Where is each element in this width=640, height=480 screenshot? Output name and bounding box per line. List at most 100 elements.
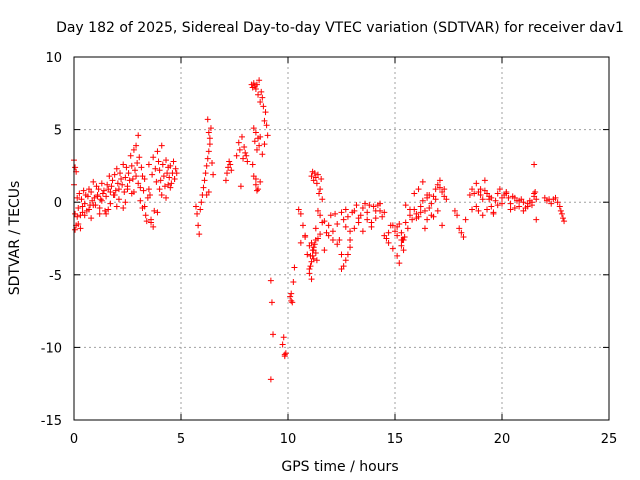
data-point <box>257 99 264 106</box>
data-point <box>158 142 165 149</box>
data-point <box>533 216 540 223</box>
data-point <box>79 209 86 216</box>
data-point <box>171 175 178 182</box>
y-tick-label: -10 <box>41 341 62 356</box>
data-point <box>366 202 373 209</box>
data-point <box>531 190 538 197</box>
data-point <box>140 187 147 194</box>
data-point <box>488 194 495 201</box>
data-point <box>439 222 446 229</box>
data-point <box>557 207 564 214</box>
data-point <box>488 203 495 210</box>
data-point <box>311 170 318 177</box>
data-point <box>255 91 262 98</box>
data-point <box>279 341 286 348</box>
data-point <box>398 242 405 249</box>
data-point <box>327 212 334 219</box>
data-point <box>136 154 143 161</box>
data-point <box>548 200 555 207</box>
data-point <box>120 205 127 212</box>
data-point <box>252 129 259 136</box>
data-point <box>103 210 110 217</box>
data-point <box>313 257 320 264</box>
data-point <box>167 162 174 169</box>
data-point <box>258 88 265 95</box>
data-point <box>507 206 514 213</box>
data-point <box>197 206 204 213</box>
data-point <box>72 164 79 171</box>
data-point <box>78 196 85 203</box>
data-point <box>96 210 103 217</box>
data-point <box>111 191 118 198</box>
data-point <box>381 209 388 216</box>
data-point <box>205 129 212 136</box>
data-point <box>351 225 358 232</box>
data-point <box>462 216 469 223</box>
data-point <box>308 173 315 180</box>
data-point <box>90 178 97 185</box>
data-point <box>317 231 324 238</box>
x-axis: 0 5 10 15 20 25 <box>70 57 617 447</box>
data-point <box>270 331 277 338</box>
data-point <box>362 200 369 207</box>
data-point <box>151 207 158 214</box>
data-point <box>130 146 137 153</box>
data-point <box>253 81 260 88</box>
data-point <box>261 117 268 124</box>
data-point <box>163 194 170 201</box>
data-point <box>267 376 274 383</box>
data-point <box>421 207 428 214</box>
data-point <box>353 202 360 209</box>
data-point <box>256 77 263 84</box>
data-point <box>138 164 145 171</box>
data-point <box>415 186 422 193</box>
data-point <box>436 184 443 191</box>
y-tick-label: 0 <box>54 196 62 211</box>
data-point <box>347 244 354 251</box>
data-point <box>123 164 130 171</box>
data-point <box>250 125 257 132</box>
data-point <box>113 165 120 172</box>
data-point <box>524 203 531 210</box>
data-point <box>155 158 162 165</box>
data-point <box>404 225 411 232</box>
data-point <box>516 203 523 210</box>
data-point <box>259 94 266 101</box>
data-point <box>170 158 177 165</box>
data-point <box>400 247 407 254</box>
data-point <box>137 197 144 204</box>
data-point <box>201 177 208 184</box>
data-point <box>76 190 83 197</box>
data-point <box>432 186 439 193</box>
data-point <box>507 200 514 207</box>
data-point <box>204 116 211 123</box>
data-point <box>432 196 439 203</box>
data-point <box>139 173 146 180</box>
data-point <box>77 225 84 232</box>
data-point <box>417 209 424 216</box>
data-point <box>165 181 172 188</box>
data-point <box>398 229 405 236</box>
data-point <box>302 234 309 241</box>
data-point <box>377 200 384 207</box>
data-point <box>314 171 321 178</box>
data-point <box>130 189 137 196</box>
data-point <box>124 186 131 193</box>
data-point <box>192 203 199 210</box>
data-point <box>133 173 140 180</box>
data-point <box>243 152 250 159</box>
data-point <box>237 183 244 190</box>
data-point <box>473 180 480 187</box>
data-point <box>88 189 95 196</box>
data-point <box>516 197 523 204</box>
data-point <box>321 247 328 254</box>
data-point <box>559 215 566 222</box>
data-point <box>228 167 235 174</box>
data-point <box>156 186 163 193</box>
data-point <box>307 263 314 270</box>
data-point <box>196 231 203 238</box>
data-point <box>329 228 336 235</box>
data-point <box>88 215 95 222</box>
data-point <box>84 193 91 200</box>
